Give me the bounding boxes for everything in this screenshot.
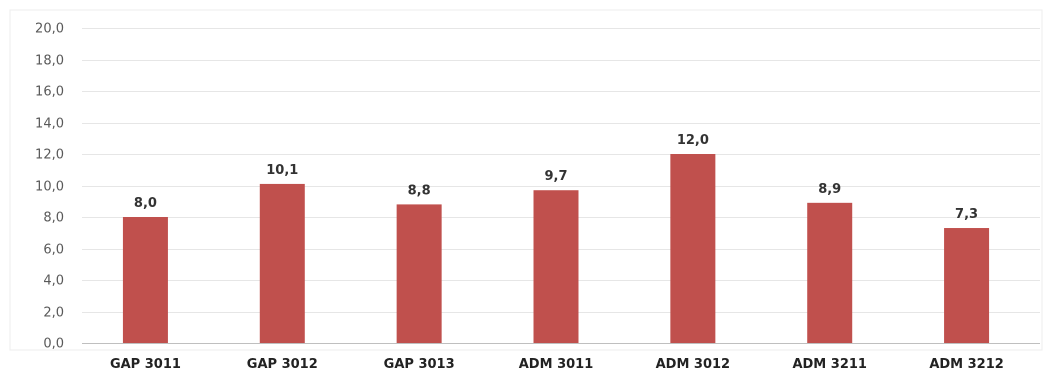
bar-adm-3212 (944, 228, 990, 343)
x-category-label: ADM 3212 (929, 357, 1004, 372)
data-label: 9,7 (544, 169, 567, 184)
y-tick-label: 0,0 (43, 337, 64, 352)
bar-gap-3011 (122, 217, 168, 343)
bar-gap-3013 (396, 204, 442, 343)
bar-adm-3011 (533, 190, 579, 343)
y-tick-label: 4,0 (43, 274, 64, 289)
y-tick-label: 18,0 (35, 54, 64, 69)
bar-adm-3012 (670, 154, 716, 343)
x-category-label: ADM 3012 (656, 357, 731, 372)
x-category-label: GAP 3012 (247, 357, 318, 372)
chart-frame (9, 9, 1043, 351)
gridlines (9, 9, 1043, 351)
x-axis-category-labels: GAP 3011 GAP 3012 GAP 3013 ADM 3011 ADM 3012… (110, 357, 1004, 372)
y-tick-label: 10,0 (35, 180, 64, 195)
x-category-label: ADM 3211 (792, 357, 867, 372)
data-label: 8,8 (408, 183, 431, 198)
data-label: 7,3 (955, 207, 978, 222)
y-tick-label: 16,0 (35, 85, 64, 100)
x-category-label: ADM 3011 (519, 357, 594, 372)
bar-adm-3211 (807, 202, 853, 343)
data-label: 12,0 (677, 133, 709, 148)
y-tick-label: 14,0 (35, 117, 64, 132)
y-tick-label: 20,0 (35, 22, 64, 37)
y-tick-label: 8,0 (43, 211, 64, 226)
data-label: 8,9 (818, 182, 841, 197)
data-label: 10,1 (266, 163, 298, 178)
data-label: 8,0 (134, 196, 157, 211)
y-tick-label: 12,0 (35, 148, 64, 163)
data-labels: 8,0 10,1 8,8 9,7 12,0 8,9 7,3 (134, 133, 978, 222)
y-tick-label: 2,0 (43, 306, 64, 321)
y-axis-tick-labels: 0,0 2,0 4,0 6,0 8,0 10,0 12,0 14,0 16,0 18,0 20,0 (35, 22, 64, 352)
x-category-label: GAP 3011 (110, 357, 181, 372)
bars (122, 154, 990, 343)
bar-gap-3012 (259, 183, 305, 343)
y-tick-label: 6,0 (43, 243, 64, 258)
x-category-label: GAP 3013 (384, 357, 455, 372)
